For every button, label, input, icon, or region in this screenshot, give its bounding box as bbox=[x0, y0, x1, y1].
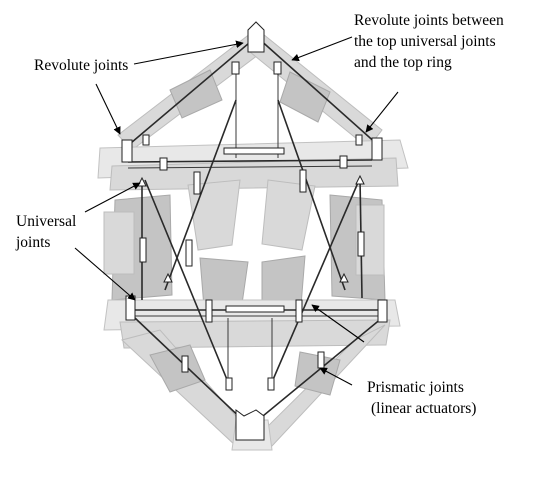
label-universal-1: Universal bbox=[16, 213, 77, 230]
leader-universal-top bbox=[84, 182, 141, 213]
label-revolute-between-3: and the top ring bbox=[354, 54, 452, 71]
leader-revolute-top bbox=[133, 40, 244, 65]
label-revolute-between-1: Revolute joints between bbox=[354, 12, 504, 29]
leader-universal-bottom bbox=[74, 247, 136, 301]
label-revolute-joints: Revolute joints bbox=[34, 57, 129, 74]
leader-prismatic-bottom bbox=[319, 367, 353, 386]
leader-revolute-left bbox=[95, 83, 121, 135]
label-universal-2: joints bbox=[16, 234, 51, 251]
joint-symbols bbox=[121, 21, 388, 441]
label-prismatic-2: (linear actuators) bbox=[371, 400, 477, 417]
leader-prismatic-top bbox=[311, 304, 365, 343]
leader-revolute-between-right bbox=[365, 91, 399, 133]
label-prismatic-1: Prismatic joints bbox=[367, 379, 464, 396]
label-revolute-between-2: the top universal joints bbox=[354, 33, 496, 50]
leader-lines bbox=[74, 36, 399, 386]
leader-revolute-between-top bbox=[291, 36, 353, 62]
kinematic-links bbox=[124, 37, 383, 426]
